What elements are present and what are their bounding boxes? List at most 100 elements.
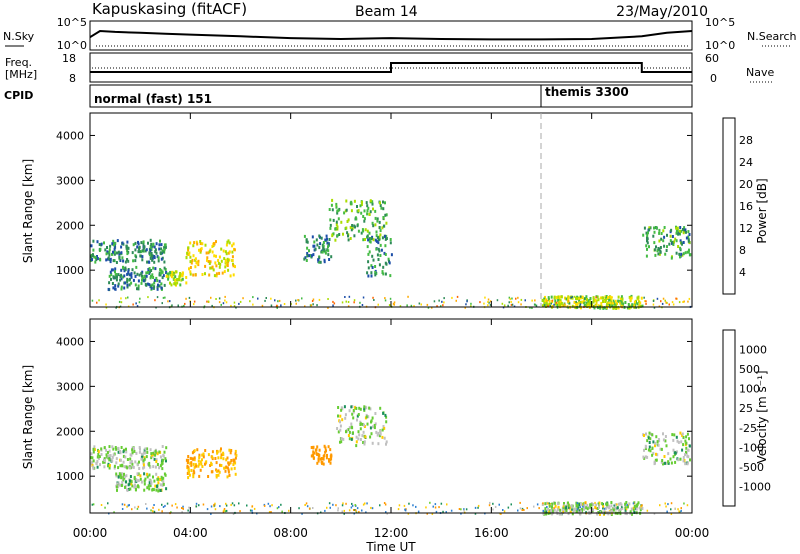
power-cell-ground xyxy=(688,297,691,300)
velocity-cell-ground xyxy=(678,510,680,513)
freq-left-tick-bottom: 8 xyxy=(69,72,76,85)
power-cell-0 xyxy=(137,242,140,246)
power-cell-2 xyxy=(211,245,214,248)
velocity-cell-6 xyxy=(611,509,614,513)
velocity-cell-ground xyxy=(107,502,109,505)
power-cell-4 xyxy=(371,200,374,204)
velocity-colorbar-tick-label: -100 xyxy=(739,441,764,454)
velocity-cell-ground xyxy=(306,505,309,508)
velocity-cell-4 xyxy=(379,432,382,436)
velocity-cell-5 xyxy=(676,450,678,454)
power-cell-ground xyxy=(399,305,402,308)
velocity-cell-6 xyxy=(601,502,604,506)
power-cell-1 xyxy=(137,287,140,291)
velocity-cell-6 xyxy=(545,510,548,514)
power-cell-ground xyxy=(436,305,438,308)
velocity-colorbar-tick-label: 25 xyxy=(739,402,753,415)
power-cell-5 xyxy=(326,237,328,241)
velocity-cell-1 xyxy=(154,484,157,488)
power-cell-4 xyxy=(347,218,350,222)
power-cell-4 xyxy=(374,209,377,213)
power-cell-0 xyxy=(141,255,144,259)
velocity-cell-2 xyxy=(220,453,223,457)
power-cell-2 xyxy=(187,246,190,250)
velocity-cell-6 xyxy=(605,502,608,506)
power-cell-4 xyxy=(355,217,358,221)
velocity-cell-6 xyxy=(583,503,586,507)
power-cell-ground xyxy=(630,299,632,302)
velocity-cell-ground xyxy=(442,510,444,513)
power-cell-8 xyxy=(559,300,562,304)
velocity-cell-2 xyxy=(187,476,190,480)
velocity-cell-ground xyxy=(415,505,417,508)
velocity-cell-1 xyxy=(144,477,147,481)
power-cell-0 xyxy=(142,242,145,246)
velocity-cell-6 xyxy=(584,506,587,510)
velocity-cell-2 xyxy=(197,459,200,463)
velocity-cell-0 xyxy=(113,466,116,470)
power-cell-2 xyxy=(208,262,211,265)
velocity-cell-ground xyxy=(92,503,95,506)
power-cell-0 xyxy=(100,242,103,246)
velocity-cell-4 xyxy=(355,440,358,444)
power-cell-ground xyxy=(611,296,613,299)
power-cell-0 xyxy=(138,250,141,254)
velocity-cell-ground xyxy=(166,502,169,505)
velocity-cell-5 xyxy=(672,448,675,452)
power-cell-7 xyxy=(653,226,655,230)
power-cell-6 xyxy=(370,274,373,278)
power-cell-0 xyxy=(157,256,160,260)
velocity-cell-ground xyxy=(182,507,184,510)
velocity-cell-1 xyxy=(143,482,146,486)
velocity-cell-0 xyxy=(108,466,111,470)
velocity-cell-ground xyxy=(364,502,366,505)
velocity-cell-2 xyxy=(235,453,238,457)
power-cell-7 xyxy=(679,226,682,229)
power-cell-1 xyxy=(123,274,126,278)
velocity-cell-ground xyxy=(162,506,165,508)
power-cell-0 xyxy=(136,245,139,249)
velocity-cell-6 xyxy=(621,506,624,510)
power-cell-4 xyxy=(331,208,334,212)
velocity-marks xyxy=(90,405,691,516)
power-cell-ground xyxy=(207,300,210,303)
velocity-cell-1 xyxy=(137,472,140,476)
velocity-cell-ground xyxy=(121,508,124,510)
velocity-cell-1 xyxy=(119,473,122,477)
velocity-cell-ground xyxy=(246,504,248,507)
power-cell-3 xyxy=(175,270,178,274)
power-cell-ground xyxy=(531,299,533,302)
power-cell-2 xyxy=(228,258,231,262)
velocity-cell-6 xyxy=(612,508,615,512)
power-cell-7 xyxy=(682,252,685,256)
power-cell-1 xyxy=(115,278,118,282)
velocity-cell-ground xyxy=(219,505,221,508)
power-cell-0 xyxy=(139,254,142,258)
power-cell-4 xyxy=(363,219,366,223)
power-cell-1 xyxy=(148,267,151,271)
velocity-cell-4 xyxy=(339,440,341,444)
velocity-cell-0 xyxy=(107,456,110,460)
power-cell-6 xyxy=(366,271,369,275)
velocity-cell-ground xyxy=(578,509,581,512)
velocity-cell-5 xyxy=(667,460,670,464)
velocity-cell-2 xyxy=(193,465,196,469)
power-cell-6 xyxy=(374,271,377,274)
power-cell-4 xyxy=(336,225,339,229)
velocity-cell-4 xyxy=(344,413,347,417)
power-cell-7 xyxy=(645,244,648,248)
power-cell-3 xyxy=(167,272,170,276)
power-cell-0 xyxy=(111,242,114,246)
power-cell-5 xyxy=(306,252,309,255)
velocity-cell-ground xyxy=(686,504,689,507)
power-cell-5 xyxy=(311,235,314,239)
power-cell-ground xyxy=(442,304,444,307)
velocity-cell-ground xyxy=(131,508,133,511)
power-cell-8 xyxy=(559,299,562,303)
velocity-cell-ground xyxy=(492,508,494,511)
power-cell-8 xyxy=(620,297,622,301)
velocity-cell-ground xyxy=(161,503,163,506)
power-cell-ground xyxy=(550,302,553,305)
power-cell-8 xyxy=(565,297,568,301)
velocity-cell-4 xyxy=(373,424,376,427)
